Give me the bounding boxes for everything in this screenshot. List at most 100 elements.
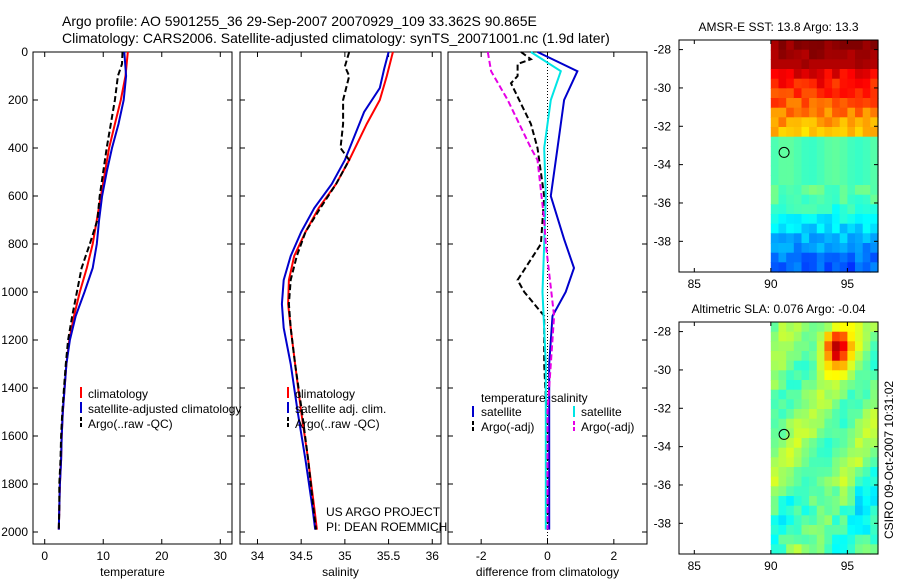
heatmap-cell xyxy=(816,525,826,536)
map-sla_map: Altimetric SLA: 0.076 Argo: -0.04 85 90 95 -… xyxy=(654,302,896,573)
y-tick-label: -36 xyxy=(654,196,672,210)
heatmap-cell xyxy=(809,78,818,89)
heatmap-cell xyxy=(855,117,864,128)
heatmap-cell xyxy=(824,146,833,157)
heatmap-cell xyxy=(778,418,787,429)
heatmap-cell xyxy=(847,360,856,371)
heatmap-cell xyxy=(847,496,856,507)
heatmap-cell xyxy=(786,409,795,420)
heatmap-cell xyxy=(870,156,879,167)
heatmap-cell xyxy=(770,98,780,109)
heatmap-cell xyxy=(816,40,826,51)
heatmap-cell xyxy=(816,447,826,458)
heatmap-cell xyxy=(862,341,871,352)
heatmap-cell xyxy=(824,214,833,225)
heatmap-cell xyxy=(839,389,848,400)
heatmap-cell xyxy=(870,428,879,439)
heatmap-cell xyxy=(793,467,803,478)
heatmap-cell xyxy=(839,544,848,555)
heatmap-cell xyxy=(870,194,879,205)
heatmap-cell xyxy=(770,399,780,410)
heatmap-cell xyxy=(832,467,841,478)
heatmap-cell xyxy=(809,49,818,60)
heatmap-cell xyxy=(809,428,818,439)
heatmap-cell xyxy=(855,341,864,352)
heatmap-cell xyxy=(778,341,787,352)
heatmap-cell xyxy=(870,341,879,352)
heatmap-cell xyxy=(770,447,780,458)
heatmap-cell xyxy=(801,223,810,234)
heatmap-cell xyxy=(862,156,871,167)
heatmap-cell xyxy=(816,370,826,381)
legend-title: salinity xyxy=(551,391,588,405)
heatmap-cell xyxy=(801,49,810,60)
heatmap-cell xyxy=(862,418,871,429)
heatmap-cell xyxy=(816,223,826,234)
heatmap-cell xyxy=(786,49,795,60)
heatmap-cell xyxy=(870,476,879,487)
heatmap-cell xyxy=(870,127,879,138)
heatmap-cell xyxy=(801,447,810,458)
legend-label: satellite-adjusted climatology xyxy=(88,402,241,416)
heatmap-cell xyxy=(839,322,848,333)
y-tick-label: -28 xyxy=(654,43,672,57)
series-climatology xyxy=(287,51,394,530)
heatmap-cell xyxy=(839,447,848,458)
heatmap-cell xyxy=(832,233,841,244)
y-tick-label: -32 xyxy=(654,119,672,133)
x-axis-label: salinity xyxy=(322,565,359,579)
heatmap-cell xyxy=(770,117,780,128)
x-tick-label: 85 xyxy=(688,559,702,573)
heatmap-cell xyxy=(862,331,871,342)
heatmap-cell xyxy=(801,136,810,147)
heatmap-cell xyxy=(793,175,803,186)
heatmap-cell xyxy=(847,467,856,478)
heatmap-cell xyxy=(855,127,864,138)
heatmap-cell xyxy=(809,165,818,176)
heatmap-cell xyxy=(786,457,795,468)
heatmap-cell xyxy=(862,467,871,478)
heatmap-cell xyxy=(847,380,856,391)
heatmap-cell xyxy=(839,69,848,80)
heatmap-cell xyxy=(809,204,818,215)
heatmap-cell xyxy=(870,88,879,99)
heatmap-cell xyxy=(862,496,871,507)
heatmap-cell xyxy=(786,136,795,147)
heatmap-cell xyxy=(793,252,803,263)
heatmap-cell xyxy=(839,233,848,244)
heatmap-cell xyxy=(816,534,826,545)
heatmap-cell xyxy=(801,476,810,487)
heatmap-cell xyxy=(847,457,856,468)
heatmap-cell xyxy=(816,505,826,516)
heatmap-cell xyxy=(832,380,841,391)
heatmap-cell xyxy=(770,438,780,449)
heatmap-cell xyxy=(870,457,879,468)
heatmap-cell xyxy=(832,175,841,186)
heatmap-cell xyxy=(809,117,818,128)
heatmap-cell xyxy=(870,136,879,147)
heatmap-cell xyxy=(839,223,848,234)
heatmap-cell xyxy=(824,98,833,109)
heatmap-cell xyxy=(847,428,856,439)
heatmap-cell xyxy=(870,98,879,109)
heatmap-cell xyxy=(839,331,848,342)
heatmap-cell xyxy=(862,262,871,273)
heatmap-cell xyxy=(786,194,795,205)
heatmap-cell xyxy=(778,360,787,371)
heatmap-cell xyxy=(809,486,818,497)
heatmap-cell xyxy=(816,418,826,429)
heatmap-cell xyxy=(770,223,780,234)
heatmap-cell xyxy=(862,233,871,244)
heatmap-cell xyxy=(778,262,787,273)
heatmap-cell xyxy=(855,380,864,391)
heatmap-cell xyxy=(839,78,848,89)
heatmap-cell xyxy=(832,165,841,176)
heatmap-cell xyxy=(855,40,864,51)
heatmap-cell xyxy=(778,194,787,205)
heatmap-cell xyxy=(801,409,810,420)
heatmap-cell xyxy=(832,146,841,157)
heatmap-cell xyxy=(870,214,879,225)
heatmap-cell xyxy=(824,59,833,70)
title-line-2: Climatology: CARS2006. Satellite-adjuste… xyxy=(62,30,610,46)
